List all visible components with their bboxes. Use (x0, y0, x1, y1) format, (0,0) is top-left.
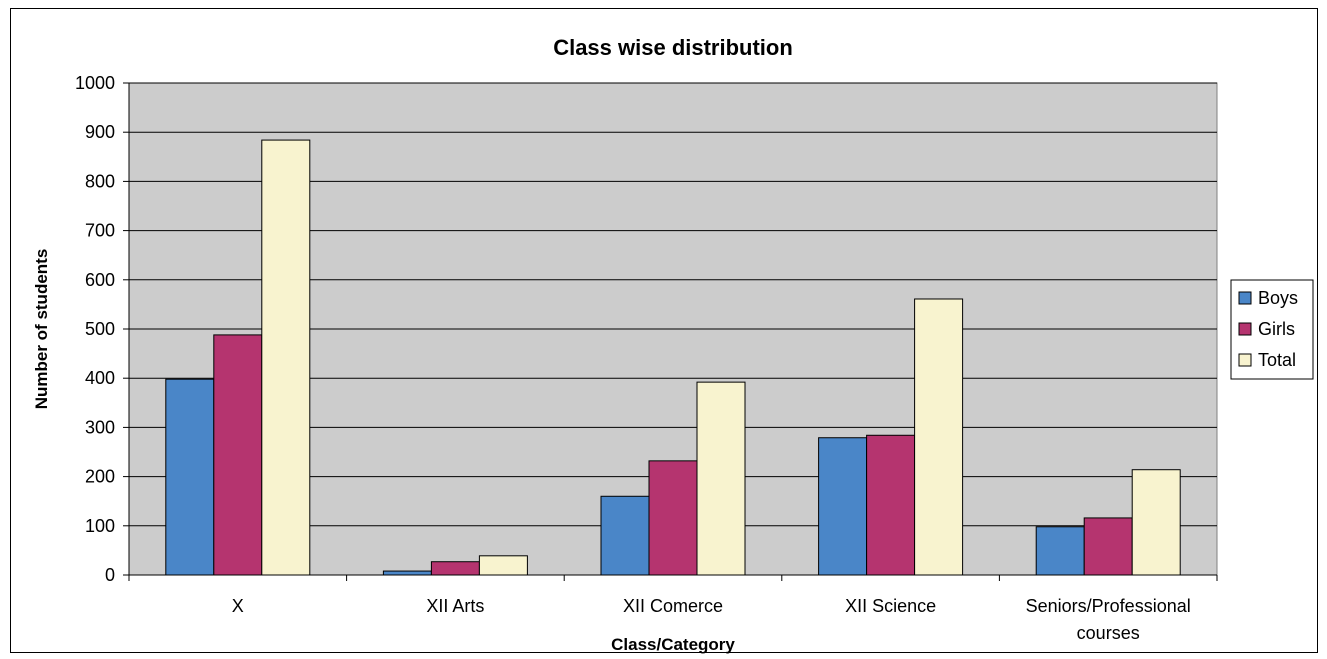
legend-swatch-girls (1238, 322, 1252, 336)
y-tick-label: 100 (85, 516, 115, 536)
legend-swatch-boys (1238, 291, 1252, 305)
y-tick-label: 900 (85, 122, 115, 142)
bar-total-0 (261, 139, 311, 576)
bar-girls-1 (430, 561, 480, 576)
bar-total-4 (1131, 469, 1181, 576)
bar-girls-3 (866, 434, 916, 576)
y-tick-label: 1000 (75, 73, 115, 93)
bar-boys-0 (165, 378, 215, 576)
legend-swatch-total (1238, 353, 1252, 367)
legend-label-boys: Boys (1258, 288, 1298, 308)
bar-girls-4 (1083, 517, 1133, 576)
bar-boys-2 (600, 495, 650, 576)
x-tick-label: XII Science (845, 596, 936, 616)
y-tick-label: 300 (85, 417, 115, 437)
x-tick-label: XII Comerce (623, 596, 723, 616)
bar-total-3 (914, 298, 964, 576)
x-tick-label: courses (1077, 623, 1140, 643)
bar-total-2 (696, 381, 746, 576)
legend-label-girls: Girls (1258, 319, 1295, 339)
y-tick-label: 800 (85, 171, 115, 191)
y-tick-label: 600 (85, 270, 115, 290)
bar-total-1 (478, 555, 528, 576)
bar-boys-1 (382, 570, 432, 576)
bar-boys-4 (1035, 526, 1085, 576)
y-tick-label: 700 (85, 221, 115, 241)
legend-label-total: Total (1258, 350, 1296, 370)
bar-boys-3 (818, 437, 868, 576)
x-axis-title: Class/Category (611, 635, 735, 654)
y-tick-label: 400 (85, 368, 115, 388)
chart-title: Class wise distribution (553, 35, 793, 60)
bar-girls-0 (213, 334, 263, 576)
y-tick-label: 500 (85, 319, 115, 339)
y-tick-label: 0 (105, 565, 115, 585)
x-tick-label: Seniors/Professional (1026, 596, 1191, 616)
x-tick-label: X (232, 596, 244, 616)
y-tick-label: 200 (85, 467, 115, 487)
x-tick-label: XII Arts (426, 596, 484, 616)
bar-girls-2 (648, 460, 698, 576)
y-axis-title: Number of students (32, 249, 51, 410)
